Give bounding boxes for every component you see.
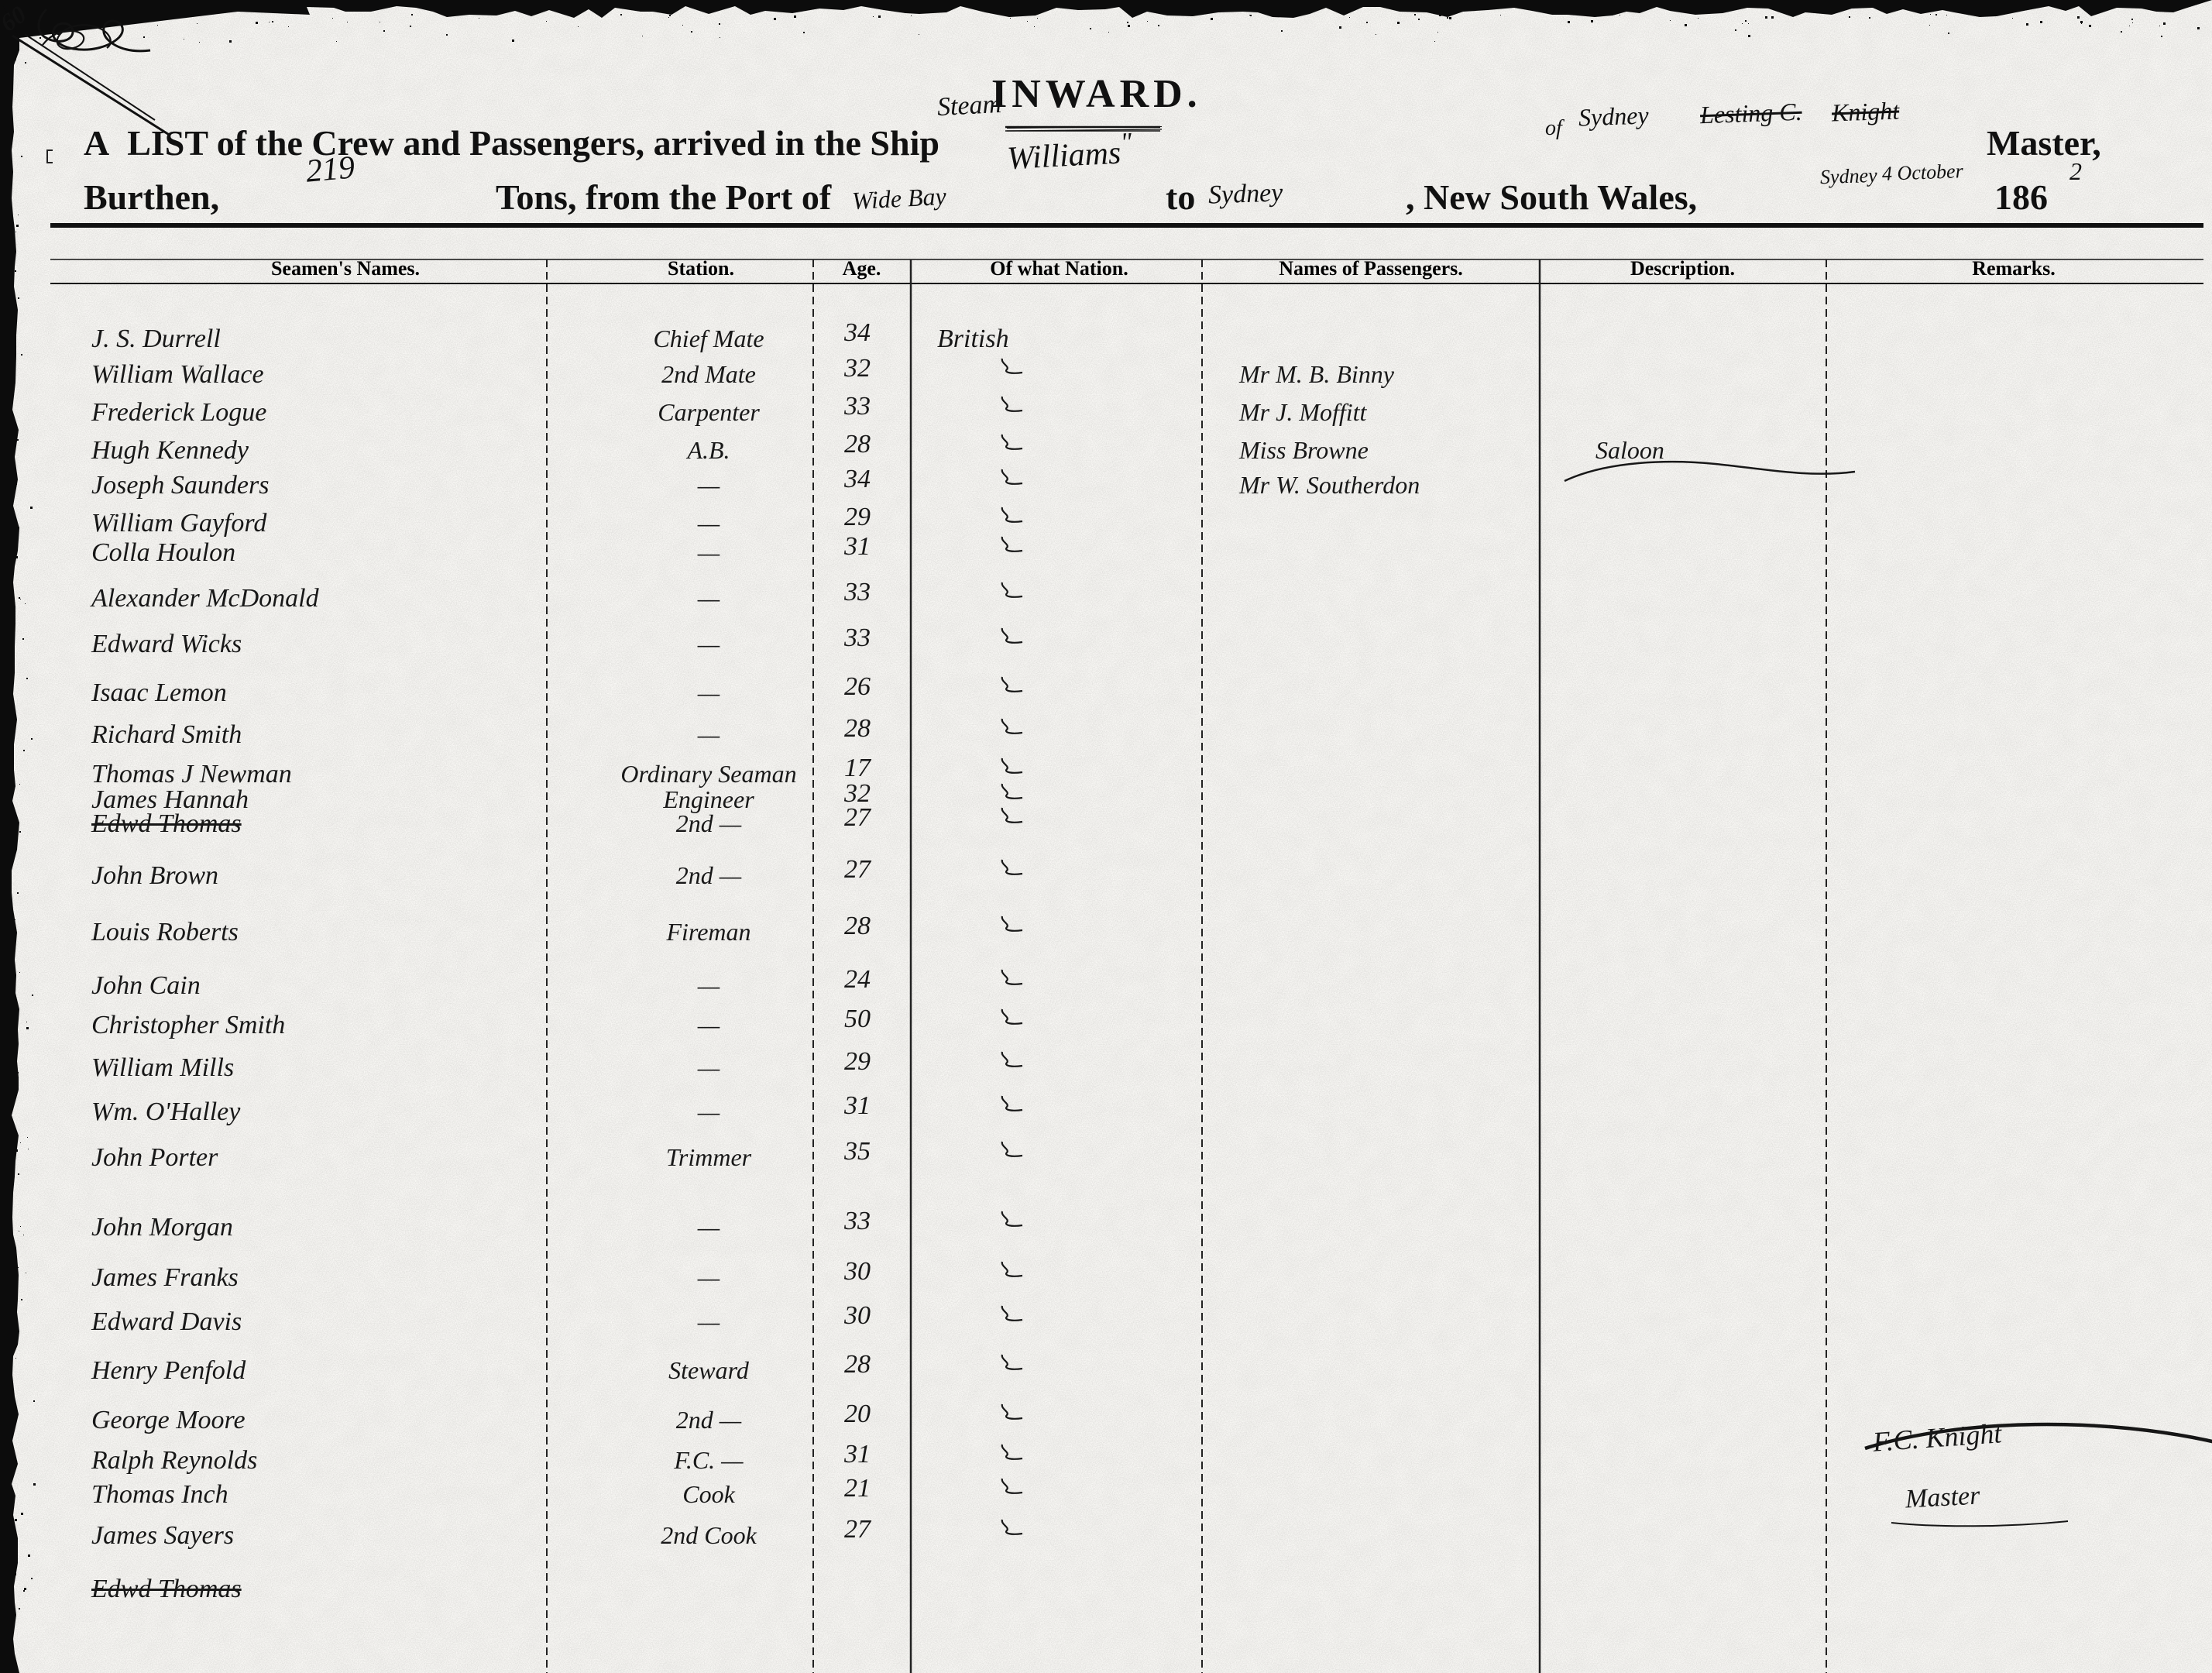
svg-text:60: 60 bbox=[0, 0, 31, 37]
